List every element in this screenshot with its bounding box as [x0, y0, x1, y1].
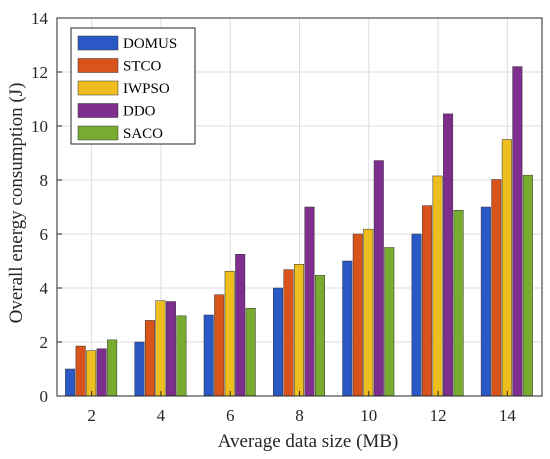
x-tick-label: 4 — [157, 406, 166, 425]
bar-iwpso-8 — [294, 263, 304, 397]
x-tick-label: 12 — [430, 406, 447, 425]
legend-swatch-saco — [77, 125, 119, 141]
bar-iwpso-2 — [86, 350, 97, 397]
legend-label-stco: STCO — [123, 59, 162, 75]
legend-items: DOMUS STCO IWPSO DDO SACO — [77, 35, 177, 142]
bar-saco-6 — [245, 308, 256, 397]
legend: DOMUS STCO IWPSO DDO SACO — [70, 27, 196, 145]
y-axis-label: Overall energy consumption (J) — [6, 83, 27, 324]
x-tick-label: 6 — [226, 406, 235, 425]
bar-iwpso-14 — [501, 139, 512, 397]
bar-saco-2 — [107, 339, 118, 397]
bar-ddo-6 — [235, 254, 246, 397]
bar-ddo-14 — [512, 66, 523, 397]
bar-domus-2 — [65, 368, 76, 397]
bar-stco-4 — [144, 320, 155, 397]
x-tick-label: 2 — [87, 406, 96, 425]
y-tick-label: 4 — [40, 279, 49, 298]
legend-swatch-ddo — [77, 103, 119, 118]
bar-saco-4 — [176, 315, 187, 397]
bar-ddo-4 — [165, 301, 176, 397]
y-tick-label: 10 — [31, 117, 48, 136]
bar-iwpso-12 — [432, 175, 443, 397]
bar-ddo-10 — [373, 160, 384, 397]
bar-domus-10 — [342, 260, 353, 397]
bar-stco-2 — [75, 345, 86, 397]
x-tick-label: 8 — [295, 406, 304, 425]
y-tick-label: 6 — [40, 225, 49, 244]
bar-iwpso-6 — [224, 271, 235, 397]
legend-label-iwpso: IWPSO — [123, 81, 170, 97]
bar-ddo-12 — [443, 113, 454, 397]
legend-label-ddo: DDO — [123, 104, 156, 120]
bar-saco-14 — [522, 174, 533, 397]
legend-swatch-domus — [77, 35, 119, 51]
plot-frame — [56, 17, 543, 397]
bar-saco-8 — [315, 275, 325, 397]
y-tick-label: 14 — [31, 9, 49, 28]
x-tick-label: 14 — [499, 406, 517, 425]
bar-domus-14 — [480, 206, 491, 397]
y-tick-label: 0 — [40, 387, 49, 406]
bar-saco-12 — [453, 209, 464, 397]
y-tick-label: 2 — [40, 333, 49, 352]
bar-stco-12 — [422, 205, 433, 397]
bar-saco-10 — [384, 247, 395, 397]
bar-domus-8 — [273, 287, 283, 397]
legend-swatch-iwpso — [77, 80, 119, 96]
bar-iwpso-10 — [363, 228, 374, 397]
bar-ddo-2 — [96, 348, 107, 397]
axis-layer — [56, 17, 543, 397]
legend-label-domus: DOMUS — [123, 36, 177, 52]
tick-layer: 0 2 4 6 8 10 12 14 2 4 6 8 10 12 14 — [31, 9, 516, 425]
bar-stco-6 — [214, 294, 225, 397]
bar-ddo-8 — [304, 206, 315, 397]
y-tick-label: 8 — [40, 171, 49, 190]
bar-domus-12 — [411, 233, 422, 397]
bar-stco-8 — [283, 269, 294, 397]
legend-swatch-stco — [77, 58, 119, 73]
x-tick-label: 10 — [360, 406, 377, 425]
bar-domus-4 — [134, 341, 145, 397]
y-tick-label: 12 — [31, 63, 48, 82]
x-axis-label: Average data size (MB) — [218, 431, 399, 452]
bar-stco-14 — [491, 179, 502, 397]
bar-iwpso-4 — [155, 300, 166, 397]
legend-label-saco: SACO — [123, 126, 163, 142]
bar-stco-10 — [352, 233, 363, 397]
bar-domus-6 — [203, 314, 214, 397]
